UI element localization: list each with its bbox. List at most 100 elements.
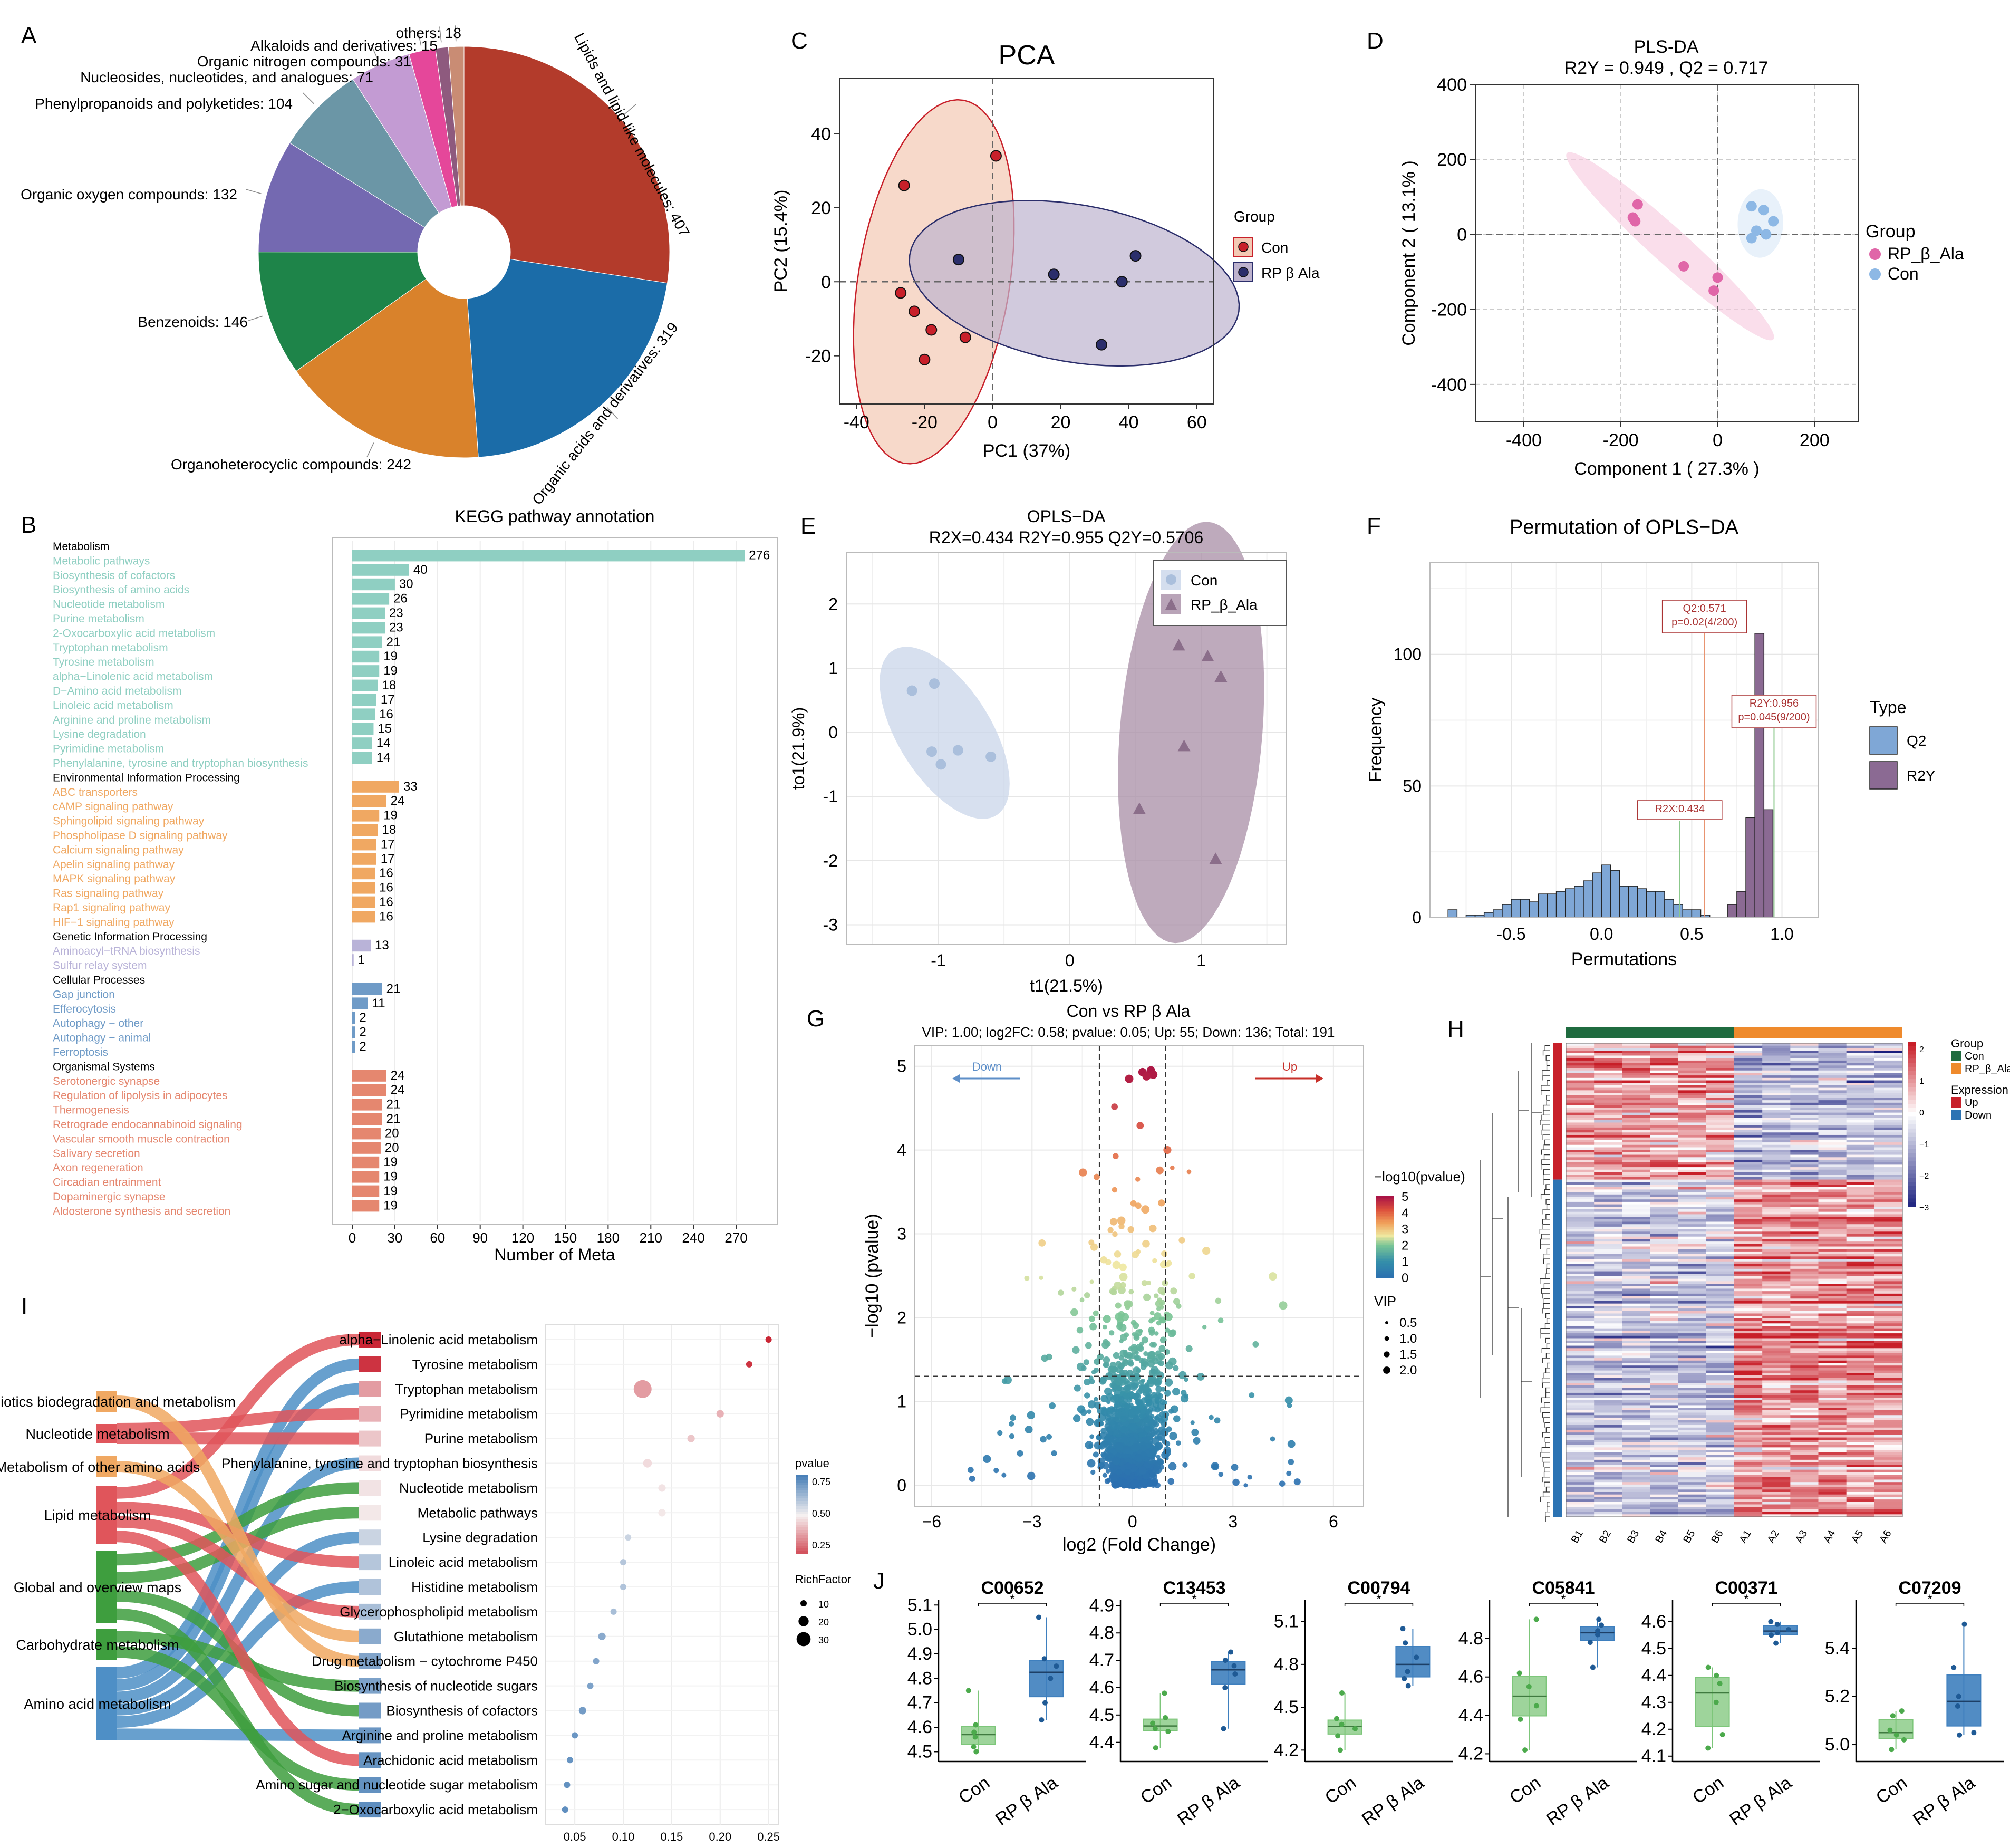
heatmap-cell [1762,1125,1791,1128]
volcano-point [1103,1315,1111,1323]
heatmap-cell [1650,1450,1679,1453]
heatmap-cell [1566,1333,1595,1336]
heatmap-cell [1566,1108,1595,1111]
heatmap-cell [1678,1420,1707,1423]
legend-label: RP_β_Ala [1965,1063,2010,1075]
heatmap-cell [1678,1065,1707,1069]
heatmap-cell [1706,1422,1735,1426]
heatmap-cell [1594,1130,1622,1133]
heatmap-cell [1706,1204,1735,1207]
heatmap-cell [1594,1234,1622,1237]
heatmap-cell [1818,1410,1847,1413]
heatmap-cell [1734,1100,1763,1103]
heatmap-cell [1734,1298,1763,1302]
heatmap-cell [1678,1241,1707,1245]
heatmap-cell [1622,1306,1651,1309]
heatmap-cell [1650,1487,1679,1490]
heatmap-cell [1566,1293,1595,1297]
heatmap-cell [1762,1175,1791,1178]
pie-leader-line [417,30,422,46]
significance-label: * [1376,1592,1381,1606]
heatmap-cell [1678,1182,1707,1185]
heatmap-cell [1678,1251,1707,1255]
heatmap-cell [1818,1090,1847,1093]
pathway-label: Metabolic pathways [53,555,150,567]
sankey-pathway-label: Glycerophospholipid metabolism [340,1604,538,1620]
heatmap-cell [1846,1127,1875,1131]
heatmap-cell [1650,1296,1679,1299]
heatmap-cell [1790,1445,1819,1448]
pathway-label: MAPK signaling pathway [53,873,176,885]
box-plot-title: C07209 [1898,1578,1961,1598]
heatmap-cell [1678,1244,1707,1247]
heatmap-cell [1734,1288,1763,1292]
heatmap-cell [1734,1127,1763,1131]
heatmap-cell [1762,1231,1791,1235]
heatmap-cell [1566,1137,1595,1140]
volcano-point [1115,1302,1122,1309]
heatmap-cell [1678,1452,1707,1456]
heatmap-cell [1874,1221,1903,1225]
heatmap-cell [1622,1450,1651,1453]
heatmap-cell [1622,1063,1651,1066]
sankey-pathway-node [359,1455,381,1471]
heatmap-cell [1594,1405,1622,1408]
heatmap-cell [1594,1427,1622,1431]
heatmap-cell [1706,1462,1735,1465]
heatmap-cell [1566,1358,1595,1361]
heatmap-cell [1650,1211,1679,1215]
heatmap-cell [1678,1209,1707,1212]
heatmap-cell [1650,1179,1679,1182]
heatmap-cell [1818,1085,1847,1089]
heatmap-cell [1762,1214,1791,1217]
scale-bar-cell [1908,1042,1916,1047]
heatmap-cell [1706,1137,1735,1140]
heatmap-cell [1622,1343,1651,1346]
heatmap-cell [1790,1065,1819,1069]
volcano-point [1027,1411,1035,1420]
volcano-point [1143,1293,1151,1301]
heatmap-cell [1678,1402,1707,1406]
volcano-point [1117,1216,1126,1225]
heatmap-cell [1706,1442,1735,1446]
heatmap-cell [1790,1452,1819,1456]
heatmap-cell [1846,1120,1875,1123]
heatmap-cell [1818,1390,1847,1393]
scale-bar-cell [1908,1149,1916,1153]
pathway-label: Rap1 signaling pathway [53,902,170,914]
heatmap-cell [1874,1167,1903,1170]
heatmap-cell [1650,1147,1679,1150]
heatmap-cell [1790,1388,1819,1391]
heatmap-cell [1678,1179,1707,1182]
bar-value-label: 19 [383,1155,398,1169]
heatmap-cell [1790,1288,1819,1292]
heatmap-cell [1622,1502,1651,1505]
heatmap-cell [1622,1318,1651,1322]
colorbar-cell [1376,1196,1394,1199]
heatmap-cell [1790,1144,1819,1148]
heatmap-cell [1846,1348,1875,1351]
scale-bar-cell [1908,1194,1916,1199]
bar [352,824,378,836]
heatmap-cell [1874,1060,1903,1064]
heatmap-cell [1762,1142,1791,1146]
sankey-pathway-node [359,1628,381,1644]
heatmap-cell [1874,1211,1903,1215]
heatmap-cell [1622,1392,1651,1396]
data-point [1153,1745,1158,1751]
heatmap-cell [1874,1189,1903,1192]
heatmap-cell [1762,1316,1791,1319]
heatmap-cell [1762,1479,1791,1483]
heatmap-cell [1762,1058,1791,1061]
heatmap-cell [1874,1477,1903,1480]
pathway-label: Thermogenesis [53,1104,129,1116]
heatmap-cell [1706,1221,1735,1225]
legend-colorbar-cell [796,1485,808,1488]
heatmap-cell [1594,1150,1622,1153]
colorbar-cell [1376,1272,1394,1275]
volcano-point [1111,1481,1119,1489]
bar [352,1113,382,1125]
heatmap-cell [1846,1430,1875,1433]
volcano-point [1100,1451,1107,1458]
heatmap-cell [1734,1184,1763,1188]
